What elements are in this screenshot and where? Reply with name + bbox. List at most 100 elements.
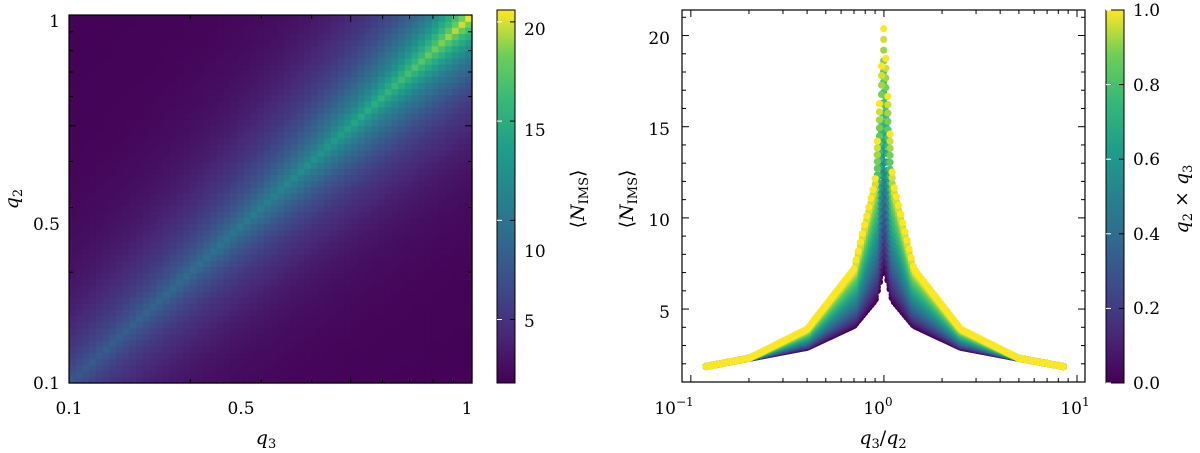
heatmap-cell bbox=[304, 352, 312, 360]
heatmap-cell bbox=[391, 51, 399, 59]
heatmap-cell bbox=[236, 192, 245, 200]
heatmap-cell bbox=[129, 352, 137, 360]
heatmap-cell bbox=[210, 376, 218, 384]
heatmap-cell bbox=[176, 64, 184, 71]
heatmap-cell bbox=[257, 370, 265, 378]
heatmap-cell bbox=[270, 27, 278, 34]
heatmap-cell bbox=[183, 370, 191, 378]
heatmap-cell bbox=[257, 15, 265, 22]
heatmap-cell bbox=[351, 229, 359, 237]
heatmap-cell bbox=[203, 125, 211, 133]
heatmap-cell bbox=[183, 254, 191, 261]
heatmap-cell bbox=[203, 266, 211, 274]
heatmap-cell bbox=[445, 149, 453, 157]
heatmap-cell bbox=[304, 125, 312, 133]
heatmap-cell bbox=[297, 45, 305, 53]
heatmap-cell bbox=[109, 211, 117, 218]
heatmap-cell bbox=[344, 137, 352, 145]
heatmap-cell bbox=[398, 33, 406, 41]
heatmap-cell bbox=[330, 33, 339, 41]
heatmap-cell bbox=[465, 156, 473, 163]
heatmap-cell bbox=[257, 113, 265, 120]
heatmap-cell bbox=[424, 76, 433, 84]
heatmap-cell bbox=[364, 364, 372, 372]
heatmap-cell bbox=[364, 137, 372, 145]
heatmap-cell bbox=[384, 364, 392, 372]
heatmap-cell bbox=[283, 21, 292, 28]
heatmap-cell bbox=[431, 199, 440, 206]
heatmap-cell bbox=[257, 131, 265, 139]
heatmap-cell bbox=[236, 21, 245, 28]
heatmap-cell bbox=[351, 131, 359, 139]
heatmap-cell bbox=[445, 333, 453, 341]
heatmap-cell bbox=[297, 346, 305, 353]
heatmap-cell bbox=[183, 358, 191, 366]
heatmap-cell bbox=[183, 186, 191, 194]
heatmap-cell bbox=[317, 217, 325, 225]
heatmap-cell bbox=[351, 192, 359, 200]
heatmap-cell bbox=[116, 358, 124, 366]
heatmap-cell bbox=[364, 291, 372, 298]
heatmap-cell bbox=[324, 192, 332, 200]
heatmap-cell bbox=[230, 346, 238, 353]
heatmap-cell bbox=[230, 88, 238, 96]
heatmap-cell bbox=[122, 186, 131, 194]
heatmap-cell bbox=[69, 254, 77, 261]
heatmap-cell bbox=[424, 260, 433, 268]
heatmap-cell bbox=[337, 229, 345, 237]
heatmap-cell bbox=[82, 64, 90, 71]
heatmap-cell bbox=[203, 64, 211, 71]
heatmap-cell bbox=[310, 278, 319, 286]
heatmap-cell bbox=[203, 241, 211, 249]
heatmap-cell bbox=[216, 364, 225, 372]
heatmap-cell bbox=[398, 358, 406, 366]
heatmap-cell bbox=[438, 248, 446, 255]
heatmap-cell bbox=[398, 156, 406, 163]
heatmap-cell bbox=[364, 88, 372, 96]
heatmap-cell bbox=[230, 82, 238, 90]
heatmap-cell bbox=[344, 168, 352, 176]
heatmap-cell bbox=[283, 199, 292, 206]
heatmap-cell bbox=[304, 358, 312, 366]
heatmap-cell bbox=[445, 340, 453, 347]
heatmap-cell bbox=[136, 186, 144, 194]
heatmap-cell bbox=[163, 260, 171, 268]
heatmap-cell bbox=[290, 278, 298, 286]
heatmap-cell bbox=[418, 272, 426, 280]
heatmap-cell bbox=[351, 137, 359, 145]
heatmap-cell bbox=[310, 162, 319, 169]
heatmap-cell bbox=[465, 260, 473, 268]
heatmap-cell bbox=[404, 131, 413, 139]
heatmap-cell bbox=[270, 82, 278, 90]
heatmap-cell bbox=[398, 88, 406, 96]
heatmap-cell bbox=[277, 229, 285, 237]
heatmap-cell bbox=[116, 229, 124, 237]
heatmap-cell bbox=[438, 205, 446, 212]
heatmap-cell bbox=[203, 229, 211, 237]
heatmap-cell bbox=[431, 284, 440, 292]
heatmap-cell bbox=[89, 168, 97, 176]
heatmap-cell bbox=[438, 119, 446, 126]
heatmap-cell bbox=[82, 358, 90, 366]
heatmap-cell bbox=[270, 272, 278, 280]
heatmap-cell bbox=[270, 291, 278, 298]
heatmap-cell bbox=[89, 254, 97, 261]
heatmap-cell bbox=[156, 39, 164, 47]
heatmap-cell bbox=[116, 57, 124, 65]
heatmap-cell bbox=[69, 241, 77, 249]
heatmap-cell bbox=[169, 241, 178, 249]
heatmap-cell bbox=[183, 327, 191, 335]
heatmap-cell bbox=[116, 82, 124, 90]
heatmap-cell bbox=[431, 113, 440, 120]
heatmap-cell bbox=[324, 346, 332, 353]
heatmap-cell bbox=[451, 241, 460, 249]
heatmap-cell bbox=[317, 143, 325, 151]
heatmap-cell bbox=[210, 125, 218, 133]
heatmap-cell bbox=[203, 76, 211, 84]
heatmap-cell bbox=[344, 309, 352, 317]
heatmap-cell bbox=[75, 162, 84, 169]
heatmap-cell bbox=[351, 278, 359, 286]
heatmap-cell bbox=[250, 205, 258, 212]
heatmap-cell bbox=[310, 346, 319, 353]
heatmap-cell bbox=[176, 119, 184, 126]
